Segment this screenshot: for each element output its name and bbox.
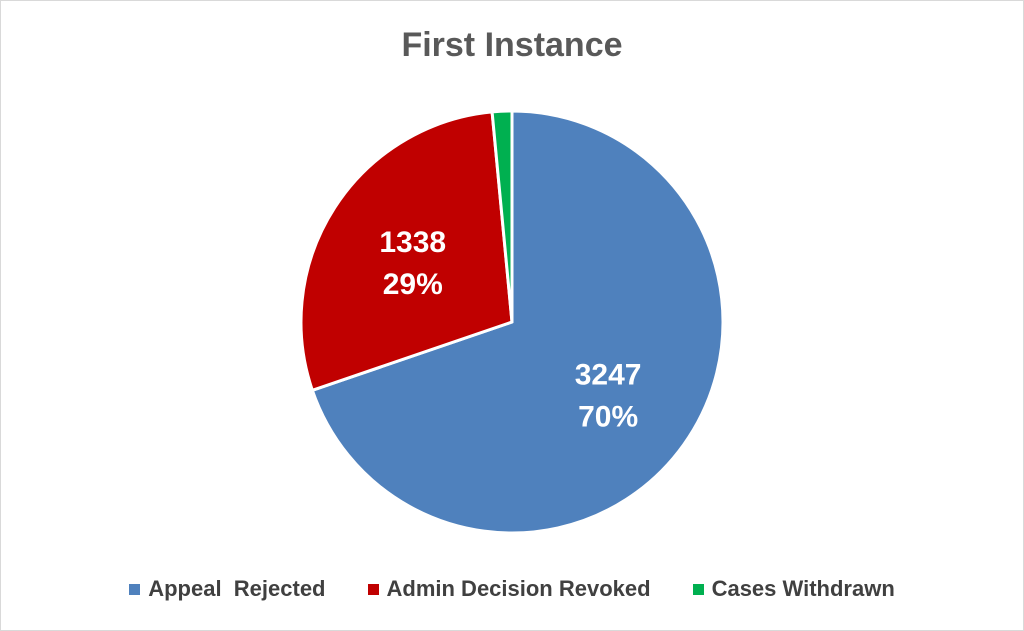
chart-legend: Appeal Rejected Admin Decision Revoked C… — [0, 574, 1024, 604]
legend-swatch — [692, 583, 704, 595]
data-label-percent: 70% — [578, 401, 638, 434]
legend-item-admin-decision-revoked: Admin Decision Revoked — [367, 576, 651, 602]
pie-slice-appeal-rejected — [310, 109, 725, 535]
legend-label: Cases Withdrawn — [711, 576, 895, 601]
legend-label: Admin Decision Revoked — [386, 576, 651, 601]
legend-swatch — [367, 583, 379, 595]
legend-item-appeal-rejected: Appeal Rejected — [129, 576, 326, 602]
pie-slice-cases-withdrawn — [490, 109, 514, 324]
chart-title: First Instance — [401, 26, 623, 64]
pie-slices — [299, 109, 725, 535]
pie-data-labels: 3247 70% 1338 29% — [379, 226, 641, 434]
data-label-value: 3247 — [575, 359, 642, 392]
legend-swatch — [129, 583, 141, 595]
pie-slice-admin-decision-revoked — [299, 110, 514, 392]
legend-item-cases-withdrawn: Cases Withdrawn — [692, 576, 895, 602]
data-label-value: 1338 — [379, 226, 446, 259]
data-label-percent: 29% — [383, 268, 443, 301]
legend-label: Appeal Rejected — [148, 576, 326, 601]
